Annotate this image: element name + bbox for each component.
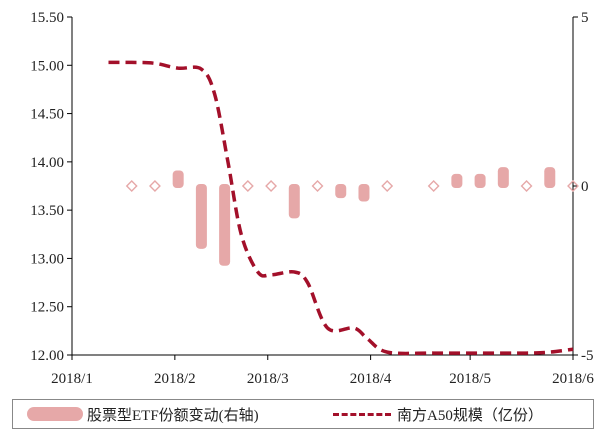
legend: 股票型ETF份额变动(右轴) 南方A50规模（亿份） [12, 399, 594, 429]
bar-mark [544, 167, 555, 188]
bar-series-layer [127, 167, 578, 266]
left-tick-label: 15.00 [30, 58, 64, 74]
bar-mark [335, 184, 346, 198]
x-tick-label: 2018/2 [154, 371, 196, 387]
bar-mark [451, 174, 462, 188]
bar-mark [522, 181, 532, 191]
legend-label-bar: 股票型ETF份额变动(右轴) [87, 404, 259, 425]
bar-mark [313, 181, 323, 191]
left-tick-label: 12.00 [30, 348, 64, 364]
left-tick-label: 12.50 [30, 300, 64, 316]
bar-mark [475, 174, 486, 188]
bar-mark [358, 184, 369, 202]
bar-mark [243, 181, 253, 191]
legend-item-bar: 股票型ETF份额变动(右轴) [27, 400, 259, 428]
bar-mark [150, 181, 160, 191]
right-tick-label: -5 [581, 348, 594, 364]
bar-mark [382, 181, 392, 191]
line-series-layer [108, 62, 573, 353]
left-tick-label: 15.50 [30, 10, 64, 26]
tick-label-layer: 12.00 12.50 13.00 13.50 14.00 14.50 15.00 15.50… [30, 10, 594, 387]
bar-mark [173, 170, 184, 188]
left-tick-label: 14.50 [30, 107, 64, 123]
bar-mark [127, 181, 137, 191]
line-series-path [108, 62, 573, 353]
legend-swatch-bar [27, 407, 83, 421]
legend-swatch-line [333, 413, 391, 416]
chart: 12.00 12.50 13.00 13.50 14.00 14.50 15.00 15.50… [0, 0, 605, 400]
x-tick-label: 2018/5 [449, 371, 491, 387]
axes-layer [67, 17, 578, 360]
left-tick-label: 13.50 [30, 203, 64, 219]
left-tick-label: 13.00 [30, 251, 64, 267]
bar-mark [219, 184, 230, 266]
x-tick-label: 2018/4 [350, 371, 392, 387]
bar-mark [498, 167, 509, 188]
right-tick-label: 0 [581, 179, 589, 195]
x-tick-label: 2018/3 [247, 371, 289, 387]
left-tick-label: 14.00 [30, 155, 64, 171]
legend-item-line: 南方A50规模（亿份） [333, 400, 543, 428]
bar-mark [196, 184, 207, 249]
right-tick-label: 5 [581, 10, 589, 26]
x-tick-label: 2018/6 [552, 371, 594, 387]
bar-mark [289, 184, 300, 218]
legend-label-line: 南方A50规模（亿份） [397, 404, 543, 425]
bar-mark [429, 181, 439, 191]
x-tick-label: 2018/1 [51, 371, 93, 387]
bar-mark [266, 181, 276, 191]
